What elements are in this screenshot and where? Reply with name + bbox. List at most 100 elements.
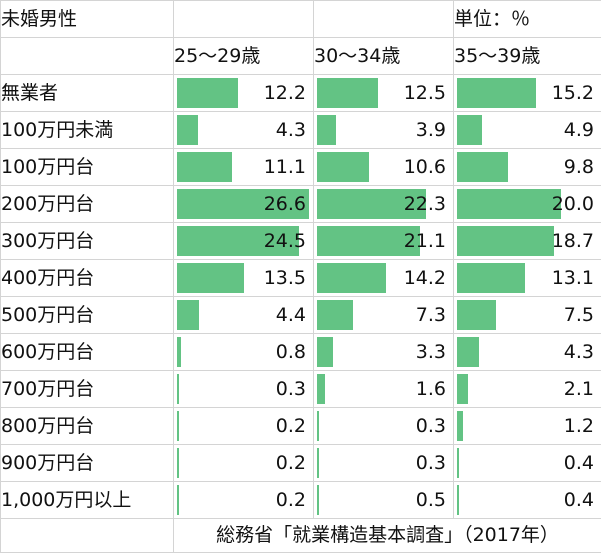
value-cell[interactable]: 12.2 (173, 74, 314, 112)
row-label-cell[interactable]: 600万円台 (0, 333, 174, 371)
cell-value: 1.2 (563, 415, 594, 437)
value-cell[interactable]: 7.5 (453, 296, 601, 334)
value-cell[interactable]: 1.2 (453, 407, 601, 445)
cell-title[interactable]: 未婚男性 (0, 0, 174, 38)
value-cell[interactable]: 0.3 (173, 370, 314, 408)
column-header-label: 30～34歳 (314, 45, 401, 67)
row-label-cell[interactable]: 1,000万円以上 (0, 481, 174, 519)
value-cell[interactable]: 11.1 (173, 148, 314, 186)
cell-value: 9.8 (563, 156, 594, 178)
value-cell[interactable]: 2.1 (453, 370, 601, 408)
value-cell[interactable]: 1.6 (313, 370, 454, 408)
source-cell[interactable]: 総務省「就業構造基本調査」（2017年） (173, 518, 601, 553)
cell-value: 26.6 (263, 193, 306, 215)
value-cell[interactable]: 13.1 (453, 259, 601, 297)
column-header-label: 25～29歳 (174, 45, 261, 67)
data-bar (177, 411, 179, 441)
row-label: 100万円台 (1, 156, 95, 178)
row-label-cell[interactable]: 400万円台 (0, 259, 174, 297)
value-cell[interactable]: 21.1 (313, 222, 454, 260)
value-cell[interactable]: 0.2 (173, 407, 314, 445)
value-cell[interactable]: 12.5 (313, 74, 454, 112)
cell-value: 15.2 (551, 82, 594, 104)
source-row: 総務省「就業構造基本調査」（2017年） (0, 518, 601, 553)
data-bar (457, 189, 561, 219)
row-label-cell[interactable]: 100万円台 (0, 148, 174, 186)
cell-empty[interactable] (0, 37, 174, 75)
unit-label: 単位：％ (454, 8, 531, 30)
value-cell[interactable]: 14.2 (313, 259, 454, 297)
data-bar (457, 115, 482, 145)
value-cell[interactable]: 20.0 (453, 185, 601, 223)
row-label: 200万円台 (1, 193, 95, 215)
value-cell[interactable]: 0.3 (313, 407, 454, 445)
cell-value: 0.3 (275, 378, 306, 400)
data-bar (177, 78, 238, 108)
row-label-cell[interactable]: 800万円台 (0, 407, 174, 445)
table-row: 500万円台 4.4 7.3 7.5 (0, 296, 601, 334)
row-label: 400万円台 (1, 267, 95, 289)
cell-value: 7.5 (563, 304, 594, 326)
value-cell[interactable]: 0.4 (453, 481, 601, 519)
value-cell[interactable]: 18.7 (453, 222, 601, 260)
value-cell[interactable]: 10.6 (313, 148, 454, 186)
value-cell[interactable]: 4.4 (173, 296, 314, 334)
row-label: 100万円未満 (1, 119, 114, 141)
value-cell[interactable]: 7.3 (313, 296, 454, 334)
row-label-cell[interactable]: 300万円台 (0, 222, 174, 260)
value-cell[interactable]: 4.3 (173, 111, 314, 149)
value-cell[interactable]: 13.5 (173, 259, 314, 297)
value-cell[interactable]: 24.5 (173, 222, 314, 260)
data-bar (317, 485, 319, 515)
cell-value: 3.3 (415, 341, 446, 363)
data-bar (177, 263, 244, 293)
cell-value: 7.3 (415, 304, 446, 326)
value-cell[interactable]: 22.3 (313, 185, 454, 223)
cell-empty[interactable] (313, 0, 454, 38)
cell-value: 21.1 (403, 230, 446, 252)
value-cell[interactable]: 0.2 (173, 481, 314, 519)
cell-value: 18.7 (551, 230, 594, 252)
table-row: 900万円台 0.2 0.3 0.4 (0, 444, 601, 482)
column-header[interactable]: 35～39歳 (453, 37, 601, 75)
cell-empty[interactable] (173, 0, 314, 38)
data-bar (457, 448, 459, 478)
row-label-cell[interactable]: 900万円台 (0, 444, 174, 482)
value-cell[interactable]: 0.2 (173, 444, 314, 482)
row-label-cell[interactable]: 500万円台 (0, 296, 174, 334)
value-cell[interactable]: 0.5 (313, 481, 454, 519)
data-bar (457, 337, 479, 367)
data-bar (177, 115, 198, 145)
cell-value: 0.5 (415, 489, 446, 511)
value-cell[interactable]: 4.3 (453, 333, 601, 371)
cell-empty[interactable] (0, 518, 174, 553)
value-cell[interactable]: 0.4 (453, 444, 601, 482)
row-label-cell[interactable]: 100万円未満 (0, 111, 174, 149)
value-cell[interactable]: 4.9 (453, 111, 601, 149)
value-cell[interactable]: 9.8 (453, 148, 601, 186)
column-header[interactable]: 30～34歳 (313, 37, 454, 75)
column-header[interactable]: 25～29歳 (173, 37, 314, 75)
value-cell[interactable]: 3.9 (313, 111, 454, 149)
value-cell[interactable]: 0.3 (313, 444, 454, 482)
row-label-cell[interactable]: 無業者 (0, 74, 174, 112)
value-cell[interactable]: 3.3 (313, 333, 454, 371)
cell-value: 0.3 (415, 415, 446, 437)
cell-value: 0.4 (563, 452, 594, 474)
table-row: 無業者 12.2 12.5 15.2 (0, 74, 601, 112)
value-cell[interactable]: 0.8 (173, 333, 314, 371)
table-row: 200万円台 26.6 22.3 20.0 (0, 185, 601, 223)
cell-value: 11.1 (263, 156, 306, 178)
cell-unit[interactable]: 単位：％ (453, 0, 601, 38)
header-row: 25～29歳 30～34歳 35～39歳 (0, 37, 601, 75)
value-cell[interactable]: 15.2 (453, 74, 601, 112)
data-bar (317, 226, 420, 256)
row-label-cell[interactable]: 200万円台 (0, 185, 174, 223)
cell-value: 1.6 (415, 378, 446, 400)
value-cell[interactable]: 26.6 (173, 185, 314, 223)
data-bar (317, 189, 426, 219)
data-bar (177, 226, 299, 256)
row-label-cell[interactable]: 700万円台 (0, 370, 174, 408)
data-bar (317, 263, 386, 293)
